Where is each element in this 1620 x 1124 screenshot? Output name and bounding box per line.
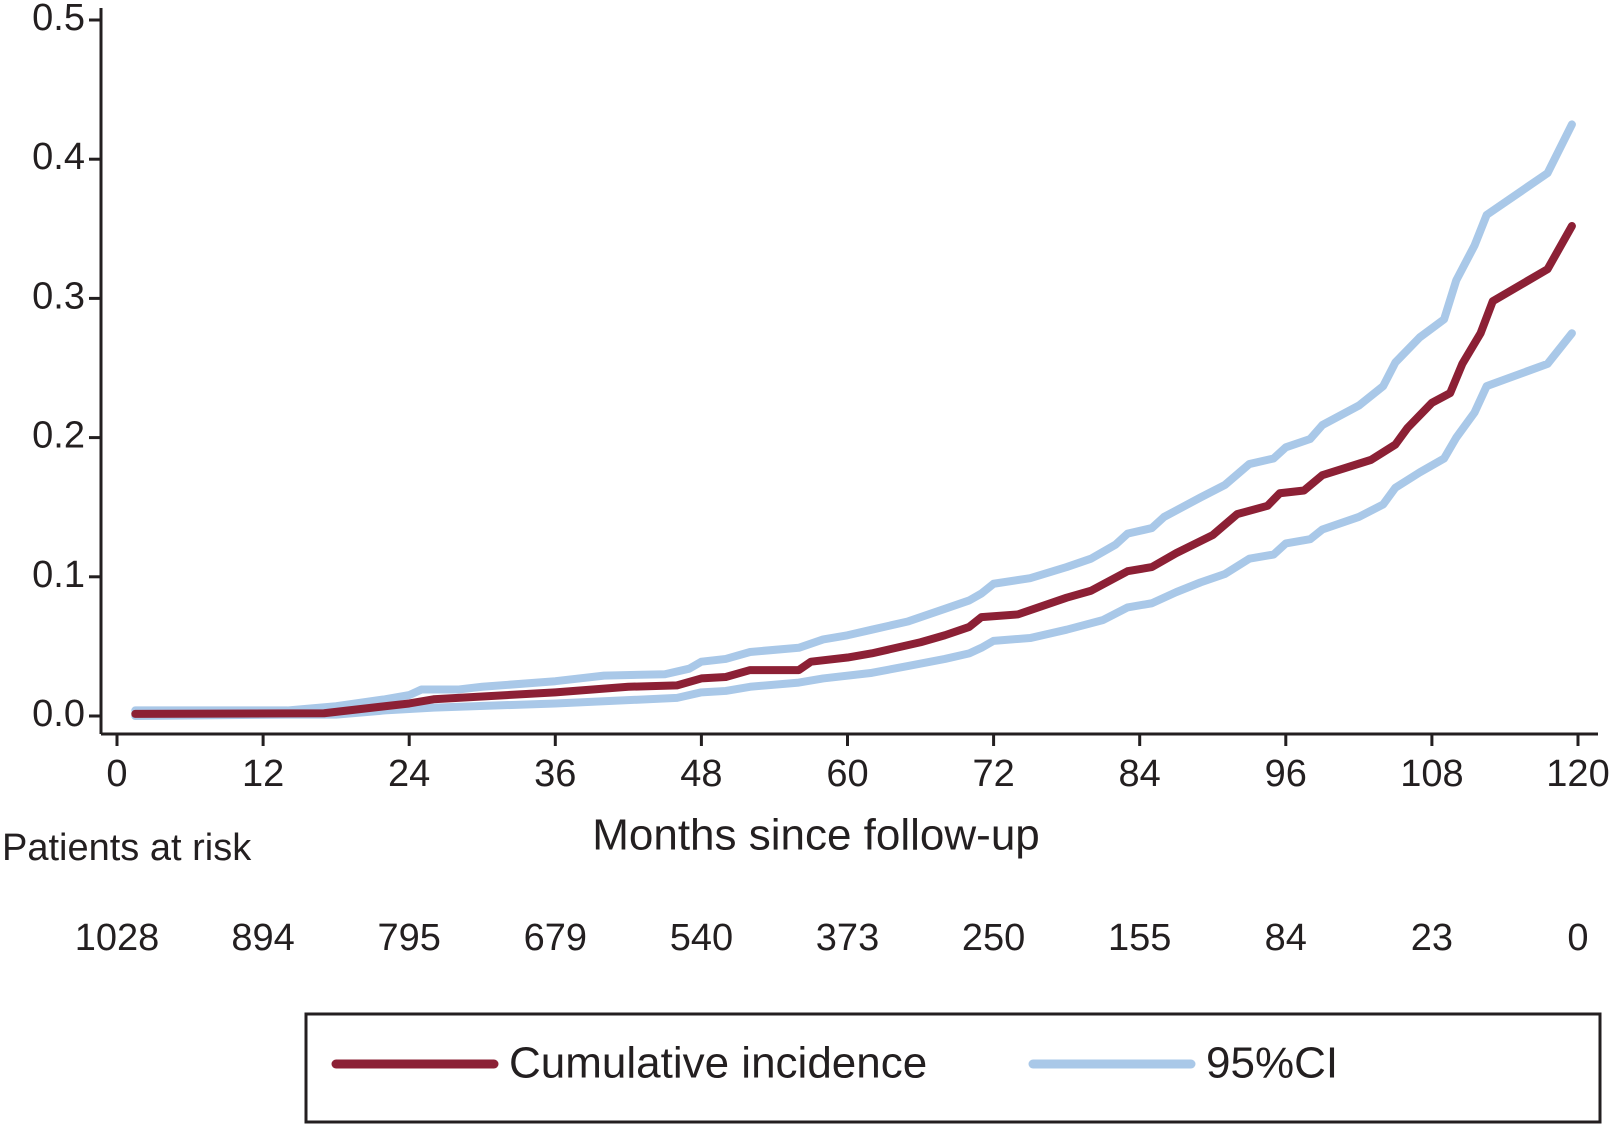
risk-table-title: Patients at risk bbox=[2, 827, 252, 869]
risk-count: 0 bbox=[1567, 917, 1588, 959]
y-tick-label: 0.3 bbox=[32, 275, 85, 317]
series-line bbox=[131, 120, 1576, 715]
legend-label: 95%CI bbox=[1206, 1039, 1338, 1088]
risk-count: 795 bbox=[377, 917, 440, 959]
risk-count: 23 bbox=[1411, 917, 1453, 959]
risk-count: 540 bbox=[670, 917, 733, 959]
y-tick-label: 0.1 bbox=[32, 554, 85, 596]
x-tick-label: 72 bbox=[972, 753, 1014, 795]
y-tick-label: 0.5 bbox=[32, 0, 85, 39]
risk-count: 155 bbox=[1108, 917, 1171, 959]
risk-count: 894 bbox=[231, 917, 294, 959]
series-line bbox=[131, 329, 1576, 720]
x-tick-label: 36 bbox=[534, 753, 576, 795]
risk-count: 679 bbox=[524, 917, 587, 959]
y-tick-label: 0.2 bbox=[32, 415, 85, 457]
risk-count: 84 bbox=[1265, 917, 1307, 959]
x-tick-label: 48 bbox=[680, 753, 722, 795]
x-tick-label: 120 bbox=[1546, 753, 1609, 795]
series-line bbox=[131, 222, 1576, 718]
y-tick-label: 0.4 bbox=[32, 136, 85, 178]
risk-count: 250 bbox=[962, 917, 1025, 959]
legend-label: Cumulative incidence bbox=[509, 1039, 927, 1088]
x-tick-label: 0 bbox=[106, 753, 127, 795]
x-axis-label: Months since follow-up bbox=[592, 811, 1040, 860]
x-tick-label: 60 bbox=[826, 753, 868, 795]
legend-box bbox=[304, 1012, 1602, 1124]
risk-count: 373 bbox=[816, 917, 879, 959]
x-tick-label: 84 bbox=[1119, 753, 1161, 795]
x-tick-label: 96 bbox=[1265, 753, 1307, 795]
x-tick-label: 108 bbox=[1400, 753, 1463, 795]
x-tick-label: 12 bbox=[242, 753, 284, 795]
y-tick-label: 0.0 bbox=[32, 693, 85, 735]
x-tick-label: 24 bbox=[388, 753, 430, 795]
risk-count: 1028 bbox=[75, 917, 160, 959]
